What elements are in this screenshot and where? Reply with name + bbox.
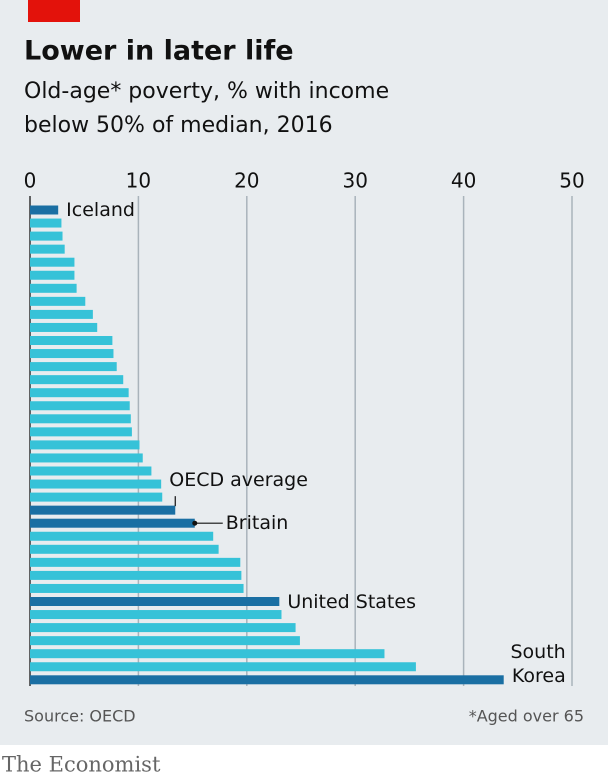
source: Source: OECD [24, 707, 136, 726]
bar [30, 597, 280, 606]
note: *Aged over 65 [469, 707, 584, 726]
bar [30, 557, 241, 567]
bar [30, 492, 163, 502]
x-tick-label: 0 [24, 169, 37, 193]
category-label: Britain [225, 512, 289, 535]
x-tick-label: 50 [559, 169, 584, 193]
bar [30, 649, 385, 659]
brand: The Economist [2, 753, 161, 777]
bar [30, 336, 113, 345]
panel [0, 0, 608, 745]
bar [30, 518, 195, 528]
category-label: South Korea [510, 640, 566, 687]
x-tick-label: 30 [342, 169, 367, 193]
bar [30, 283, 77, 293]
bar [30, 205, 59, 215]
category-label: Iceland [66, 199, 135, 221]
bar [30, 675, 504, 685]
bar [30, 218, 62, 228]
subtitle: Old-age* poverty, % with income [24, 79, 389, 104]
bar [30, 270, 75, 280]
bar [30, 440, 140, 450]
category-label: OECD average [169, 469, 308, 492]
category-label: United States [287, 590, 416, 613]
bar [30, 414, 131, 424]
bar [30, 570, 242, 580]
chart-title: Lower in later life [24, 36, 294, 67]
bar [30, 636, 300, 646]
red-tag [28, 0, 80, 22]
bar [30, 531, 214, 541]
bar [30, 453, 143, 463]
bar [30, 349, 114, 359]
bar [30, 427, 132, 437]
bar [30, 623, 296, 633]
bar [30, 296, 86, 306]
bar [30, 231, 63, 241]
x-tick-label: 10 [126, 169, 151, 193]
bar [30, 662, 416, 672]
bar [30, 309, 93, 319]
bar [30, 466, 152, 476]
bar [30, 322, 98, 332]
bar [30, 401, 130, 411]
bar [30, 505, 176, 515]
bar [30, 583, 244, 593]
bar [30, 375, 124, 385]
bar [30, 610, 282, 620]
bar [30, 257, 75, 267]
subtitle: below 50% of median, 2016 [24, 113, 333, 138]
x-tick-label: 20 [234, 169, 259, 193]
bar [30, 479, 162, 489]
bar [30, 388, 129, 398]
bar [30, 244, 65, 254]
bar [30, 544, 219, 554]
bar [30, 362, 117, 372]
x-tick-label: 40 [451, 169, 476, 193]
